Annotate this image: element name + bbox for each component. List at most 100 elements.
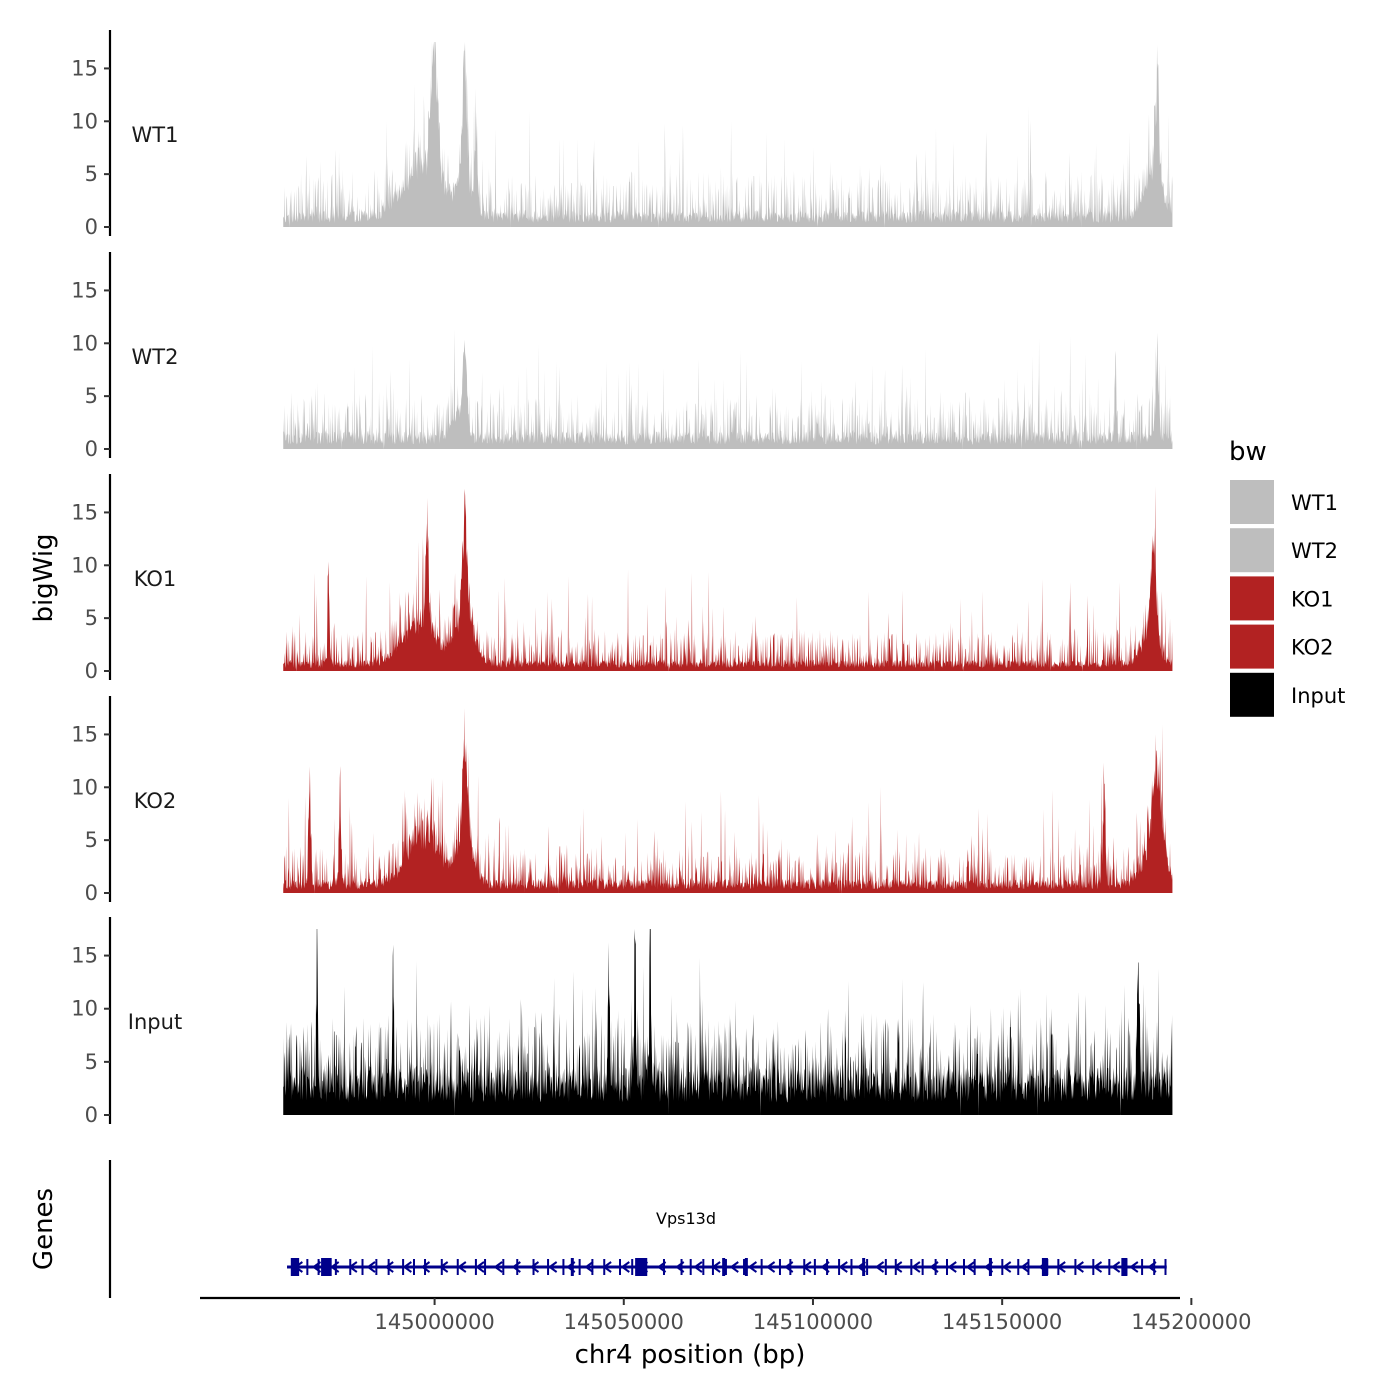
y-tick-label: 5 [85, 828, 98, 852]
y-tick-label: 10 [71, 331, 98, 355]
gene-exon [1121, 1258, 1128, 1276]
y-tick-label: 0 [85, 1103, 98, 1127]
y-tick-label: 10 [71, 997, 98, 1021]
gene-exon [744, 1258, 748, 1276]
legend-label-ko2: KO2 [1291, 636, 1334, 660]
gene-exon [349, 1259, 352, 1275]
y-tick-label: 5 [85, 384, 98, 408]
x-tick-label: 145150000 [942, 1310, 1062, 1334]
gene-exon [440, 1259, 443, 1275]
strand-arrow [1020, 1261, 1030, 1273]
gene-exon [578, 1259, 581, 1275]
gene-exon [813, 1259, 816, 1275]
gene-exon [387, 1259, 390, 1275]
gene-exon [778, 1259, 781, 1275]
track-panel-wt1: 0 5 10 15 WT1 [71, 30, 1173, 239]
gene-exon [910, 1259, 913, 1275]
gene-exon [722, 1258, 726, 1276]
strand-arrow [1001, 1261, 1012, 1273]
legend-swatch-ko1 [1230, 576, 1274, 621]
legend-title: bw [1229, 437, 1267, 467]
y-tick-label: 15 [71, 944, 98, 968]
gene-exon [375, 1259, 378, 1275]
y-tick-label: 10 [71, 775, 98, 799]
y-tick-label: 5 [85, 162, 98, 186]
strand-arrow [402, 1261, 412, 1273]
strand-arrow [384, 1261, 394, 1273]
gene-exon [838, 1259, 841, 1275]
track-label-ko1: KO1 [134, 567, 177, 591]
gene-exon [290, 1258, 300, 1276]
gene-exon [412, 1259, 415, 1275]
strand-arrow [1110, 1261, 1121, 1273]
gene-exon [1153, 1259, 1156, 1275]
strand-arrow [620, 1261, 630, 1273]
gene-exon [826, 1259, 829, 1275]
y-tick-label: 15 [71, 56, 98, 80]
y-tick-label: 0 [85, 437, 98, 461]
y-axis-title: bigWig [29, 533, 59, 622]
legend-swatch-ko2 [1230, 624, 1274, 669]
y-tick-label: 15 [71, 500, 98, 524]
strand-arrow [438, 1261, 449, 1273]
legend-swatch-wt1 [1230, 480, 1274, 524]
gene-exon [424, 1259, 427, 1275]
track-panel-wt2: 0 5 10 15 WT2 [71, 252, 1173, 461]
gene-exon [760, 1259, 763, 1275]
gene-exon [862, 1258, 866, 1276]
track-panel-input: 0 5 10 15 Input [71, 917, 1173, 1127]
gene-exon [361, 1259, 364, 1275]
bigwig-tracks: 0 5 10 15 WT1 0 5 10 15 WT2 0 5 10 15 KO1 0 5 10 15 KO2 0 5 10… [71, 30, 1173, 1127]
x-axis-title: chr4 position (bp) [575, 1340, 806, 1370]
legend: bw WT1 WT2 KO1 KO2 Input [1229, 437, 1345, 717]
gene-exon [1027, 1259, 1030, 1275]
y-tick-label: 0 [85, 881, 98, 905]
y-tick-label: 5 [85, 606, 98, 630]
gene-exon [547, 1259, 550, 1275]
gene-exon [662, 1259, 665, 1275]
strand-arrow [475, 1261, 485, 1273]
gene-exon [1108, 1259, 1111, 1275]
strand-arrow [911, 1261, 921, 1273]
track-label-wt1: WT1 [132, 123, 179, 147]
strand-arrow [1129, 1261, 1139, 1273]
strand-arrow [547, 1261, 558, 1273]
strand-arrow [947, 1261, 957, 1273]
gene-exon [321, 1258, 332, 1276]
strand-arrow [584, 1261, 594, 1273]
gene-exon [631, 1259, 634, 1275]
gene-exon [591, 1259, 594, 1275]
strand-arrow [838, 1261, 848, 1273]
strand-arrow [729, 1261, 739, 1273]
strand-arrow [493, 1261, 503, 1273]
gene-exon [962, 1259, 965, 1275]
gene-exon [474, 1259, 477, 1275]
y-tick-label: 15 [71, 722, 98, 746]
strand-arrow [366, 1261, 376, 1273]
gene-exon [866, 1259, 869, 1275]
legend-swatch-input [1230, 672, 1274, 717]
legend-label-wt2: WT2 [1291, 539, 1338, 563]
gene-exon [803, 1259, 806, 1275]
gene-exon [1041, 1258, 1048, 1276]
x-tick-label: 145050000 [564, 1310, 684, 1334]
gene-exon [334, 1259, 337, 1275]
signal-area-wt1 [283, 42, 1173, 227]
gene-exon [973, 1259, 976, 1275]
strand-arrow [965, 1261, 975, 1273]
gene-exon [603, 1259, 606, 1275]
gene-exon [884, 1259, 887, 1275]
x-tick-label: 145200000 [1131, 1310, 1251, 1334]
gene-exon [711, 1259, 714, 1275]
gene-exon [635, 1258, 648, 1276]
strand-arrow [893, 1261, 903, 1273]
gene-exon [743, 1259, 746, 1275]
signal-area-ko1 [283, 486, 1173, 671]
track-panel-ko1: 0 5 10 15 KO1 [71, 474, 1173, 683]
y-tick-label: 0 [85, 215, 98, 239]
track-label-wt2: WT2 [132, 345, 179, 369]
strand-arrow [529, 1261, 540, 1273]
gene-exon [724, 1259, 727, 1275]
